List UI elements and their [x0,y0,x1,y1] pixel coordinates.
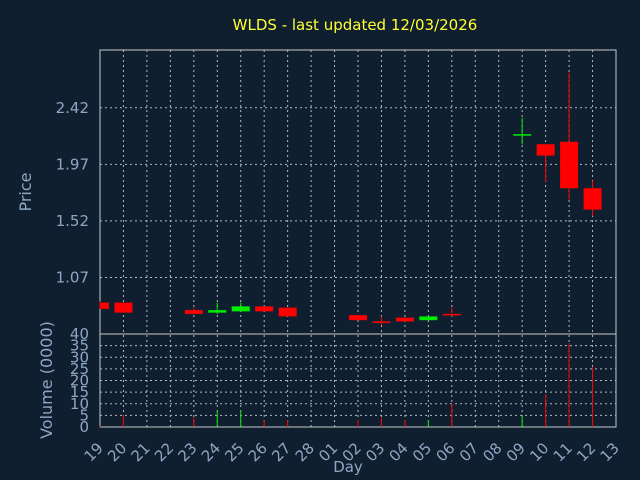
x-tick-label: 20 [104,439,130,465]
candle-body [536,144,555,156]
candle-body [442,313,461,316]
candle-body [231,306,250,312]
volume-axis-label: Volume (0000) [37,321,56,439]
x-tick-label: 23 [174,439,200,465]
candle-body [184,310,203,314]
price-tick-label: 2.42 [56,99,89,117]
x-tick-label: 07 [456,439,482,465]
x-tick-label: 04 [386,439,412,465]
x-tick-label: 26 [245,439,271,465]
candle-body [114,302,133,313]
volume-tick-label: 5 [79,406,89,424]
volume-tick-label: 0 [79,418,89,436]
volume-tick-label: 35 [70,337,89,355]
volume-bars [99,343,594,427]
candle-body [100,302,109,309]
x-tick-label: 13 [597,439,623,465]
x-tick-label: 22 [151,439,177,465]
candles [99,72,602,326]
volume-tick-label: 20 [70,372,89,390]
x-tick-label: 12 [573,439,599,465]
x-axis-label: Day [333,458,363,476]
x-tick-label: 03 [362,439,388,465]
candle-body [419,316,438,321]
candle-body [395,317,414,322]
candle-body [208,310,227,313]
x-tick-label: 08 [479,439,505,465]
volume-tick-label: 15 [70,383,89,401]
volume-tick-label: 40 [70,325,89,343]
candle-body [560,141,579,189]
candle-body [349,315,367,321]
price-tick-label: 1.07 [56,268,89,286]
x-tick-label: 11 [550,439,576,465]
x-tick-label: 05 [409,439,435,465]
x-tick-label: 10 [526,439,552,465]
chart-title: WLDS - last updated 12/03/2026 [233,16,478,34]
x-tick-label: 24 [198,439,224,465]
x-tick-label: 25 [221,439,247,465]
candle-body [583,188,602,210]
x-tick-label: 06 [432,439,458,465]
volume-tick-label: 10 [70,395,89,413]
candle-body [255,306,274,312]
x-tick-label: 28 [292,439,318,465]
price-axis: 2.42 1.97 1.52 1.07 [56,99,89,287]
volume-tick-label: 30 [70,348,89,366]
x-tick-label: 27 [268,439,294,465]
x-tick-label: 09 [503,439,529,465]
candle-body [372,321,391,323]
volume-tick-label: 25 [70,360,89,378]
candle-body [278,307,297,317]
grid-lines [100,50,616,427]
x-tick-label: 19 [81,439,107,465]
price-axis-label: Price [16,172,35,211]
price-tick-label: 1.97 [56,155,89,173]
x-tick-label: 21 [128,439,154,465]
price-tick-label: 1.52 [56,212,89,230]
candle-body [513,134,532,136]
